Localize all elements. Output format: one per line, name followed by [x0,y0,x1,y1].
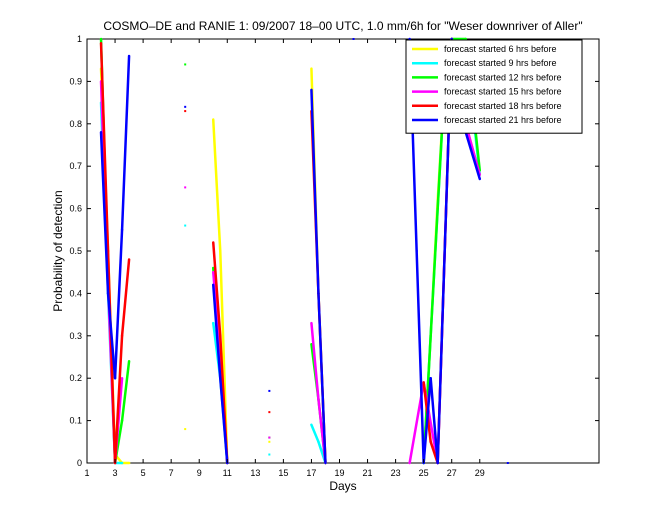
series-1-point [184,428,187,431]
series-3-segment [429,207,439,338]
x-tick-label: 17 [306,468,316,478]
legend-label: forecast started 21 hrs before [444,115,562,125]
y-tick-label: 0.9 [69,76,82,86]
series-6-segment [120,54,131,232]
chart-title: COSMO–DE and RANIE 1: 09/2007 18–00 UTC,… [103,19,582,33]
x-tick-label: 29 [475,468,485,478]
series-2-segment [310,423,320,444]
x-tick-label: 25 [419,468,429,478]
series-6-segment [113,228,124,380]
y-tick-label: 0.1 [69,416,82,426]
x-tick-label: 1 [84,468,89,478]
series-6-segment [99,131,110,295]
x-tick-label: 27 [447,468,457,478]
legend-box [405,39,583,134]
series-6-segment [211,283,222,380]
legend-label: forecast started 15 hrs before [444,87,562,97]
x-tick-label: 5 [141,468,146,478]
y-tick-label: 0.4 [69,288,82,298]
x-tick-label: 7 [169,468,174,478]
legend-label: forecast started 6 hrs before [444,44,557,54]
x-tick-label: 9 [197,468,202,478]
series-2-point [268,453,271,456]
x-tick-label: 23 [391,468,401,478]
series-5-segment [99,41,110,253]
series-6-segment [429,376,439,465]
x-tick-label: 21 [363,468,373,478]
series-4-segment [310,321,320,401]
y-tick-label: 0.5 [69,246,82,256]
legend-label: forecast started 9 hrs before [444,58,557,68]
legend-label: forecast started 18 hrs before [444,101,562,111]
y-tick-label: 0.6 [69,204,82,214]
series-6-segment [106,292,117,380]
y-tick-label: 0 [77,458,82,468]
series-4-point [268,436,271,439]
series-6-point [268,389,271,392]
series-6-segment [422,376,432,465]
series-6-point [352,38,355,40]
x-tick-label: 19 [334,468,344,478]
x-tick-label: 13 [250,468,260,478]
series-5-point [268,411,271,414]
y-tick-label: 0.7 [69,161,82,171]
series-6-segment [415,249,425,465]
y-tick-label: 0.2 [69,373,82,383]
series-3-segment [120,359,131,422]
series-2-point [184,224,187,227]
series-5-point [184,110,187,113]
series-5-segment [113,334,124,465]
series-5-segment [106,249,117,465]
legend: forecast started 6 hrs before forecast st… [405,39,583,134]
series-6-segment [310,88,320,295]
series-5-segment [120,258,131,338]
series-1-segment [211,118,222,253]
y-axis-title: Probability of detection [51,190,65,311]
series-5-segment [211,241,222,338]
series-6-segment [219,376,229,465]
series-6-point [506,462,509,464]
x-tick-label: 15 [278,468,288,478]
y-tick-label: 1 [77,34,82,44]
legend-label: forecast started 12 hrs before [444,72,562,82]
series-6-segment [317,292,327,465]
x-tick-label: 3 [113,468,118,478]
y-tick-label: 0.3 [69,331,82,341]
series-6-segment [464,131,482,181]
series-6-point [184,105,187,108]
series-3-point [184,63,187,66]
series-1-point [268,440,271,443]
y-tick-label: 0.8 [69,119,82,129]
x-axis-title: Days [329,479,356,493]
series-4-point [184,186,187,189]
x-tick-label: 11 [223,468,232,478]
